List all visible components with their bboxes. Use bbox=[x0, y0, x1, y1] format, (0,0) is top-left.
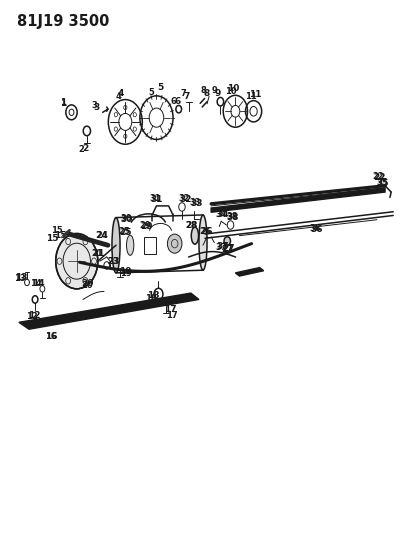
Text: 25: 25 bbox=[118, 227, 130, 236]
Text: 1: 1 bbox=[60, 99, 66, 108]
Text: 17: 17 bbox=[164, 304, 177, 313]
Text: 15: 15 bbox=[54, 231, 67, 240]
Text: 8: 8 bbox=[200, 85, 205, 94]
Text: 18: 18 bbox=[146, 291, 159, 300]
Text: 16: 16 bbox=[45, 332, 57, 341]
Text: 12: 12 bbox=[28, 311, 40, 320]
Text: 38: 38 bbox=[226, 212, 237, 221]
Text: 20: 20 bbox=[82, 281, 93, 290]
Text: 19: 19 bbox=[119, 268, 131, 276]
Text: 37: 37 bbox=[215, 243, 227, 252]
Text: 33: 33 bbox=[190, 199, 202, 208]
Circle shape bbox=[55, 233, 98, 289]
Bar bbox=[144, 237, 156, 254]
Text: 29: 29 bbox=[140, 222, 152, 231]
Circle shape bbox=[167, 234, 181, 253]
Text: 81J19 3500: 81J19 3500 bbox=[17, 14, 109, 29]
Text: 35: 35 bbox=[376, 179, 388, 188]
Text: 5: 5 bbox=[157, 83, 163, 92]
Text: 15: 15 bbox=[51, 226, 63, 235]
Text: 35: 35 bbox=[375, 178, 387, 187]
Text: 4: 4 bbox=[115, 92, 121, 101]
Text: 23: 23 bbox=[107, 257, 119, 265]
Text: 15: 15 bbox=[46, 235, 59, 244]
Text: 17: 17 bbox=[165, 311, 177, 320]
Text: 29: 29 bbox=[139, 221, 151, 230]
Text: 24: 24 bbox=[95, 231, 108, 240]
Text: 5: 5 bbox=[148, 87, 154, 96]
Text: 30: 30 bbox=[120, 215, 133, 224]
Text: 27: 27 bbox=[221, 245, 232, 254]
Text: 36: 36 bbox=[309, 224, 320, 233]
Text: 6: 6 bbox=[171, 97, 176, 106]
Text: 9: 9 bbox=[211, 85, 217, 94]
Text: 13: 13 bbox=[15, 273, 28, 281]
Text: 26: 26 bbox=[199, 228, 211, 237]
Text: 14: 14 bbox=[32, 279, 45, 288]
Text: 4: 4 bbox=[117, 88, 124, 98]
Text: 2: 2 bbox=[82, 144, 89, 153]
Text: 10: 10 bbox=[226, 84, 239, 93]
Text: 3: 3 bbox=[92, 101, 97, 110]
Text: 7: 7 bbox=[183, 92, 190, 101]
Ellipse shape bbox=[112, 217, 120, 273]
Text: 34: 34 bbox=[215, 210, 228, 219]
Text: 1: 1 bbox=[60, 98, 66, 107]
Text: 34: 34 bbox=[215, 210, 227, 219]
Text: 31: 31 bbox=[149, 194, 161, 203]
Text: 32: 32 bbox=[178, 194, 190, 203]
Text: 27: 27 bbox=[221, 245, 234, 254]
Text: 37: 37 bbox=[215, 242, 228, 251]
Text: 28: 28 bbox=[185, 221, 196, 230]
Text: 2: 2 bbox=[79, 145, 84, 154]
Text: 14: 14 bbox=[30, 279, 42, 288]
Text: 11: 11 bbox=[244, 92, 256, 101]
Text: 25: 25 bbox=[119, 228, 131, 237]
Text: 28: 28 bbox=[185, 221, 197, 230]
Text: 8: 8 bbox=[202, 89, 209, 98]
Text: 16: 16 bbox=[45, 332, 58, 341]
Text: 26: 26 bbox=[200, 228, 212, 237]
Text: 33: 33 bbox=[190, 198, 201, 207]
Polygon shape bbox=[211, 188, 384, 212]
Text: 20: 20 bbox=[81, 279, 94, 288]
Text: 13: 13 bbox=[14, 273, 26, 282]
Ellipse shape bbox=[191, 227, 198, 244]
Text: 22: 22 bbox=[372, 172, 384, 181]
Text: 32: 32 bbox=[179, 195, 192, 204]
Text: 11: 11 bbox=[249, 90, 261, 99]
Text: 3: 3 bbox=[94, 102, 100, 111]
Polygon shape bbox=[235, 268, 263, 276]
Text: 23: 23 bbox=[107, 257, 119, 265]
Text: 30: 30 bbox=[120, 214, 132, 223]
Text: 22: 22 bbox=[372, 173, 384, 182]
Text: 31: 31 bbox=[150, 195, 162, 204]
Text: 38: 38 bbox=[225, 213, 238, 222]
Text: 24: 24 bbox=[96, 231, 108, 240]
Text: 10: 10 bbox=[224, 86, 236, 95]
Text: 36: 36 bbox=[309, 225, 322, 234]
Text: 19: 19 bbox=[120, 270, 132, 278]
Text: 21: 21 bbox=[91, 249, 102, 259]
Text: 21: 21 bbox=[92, 249, 104, 259]
Ellipse shape bbox=[126, 235, 134, 255]
Text: 6: 6 bbox=[174, 97, 180, 106]
Text: 9: 9 bbox=[214, 88, 221, 98]
Text: 7: 7 bbox=[180, 88, 186, 98]
Ellipse shape bbox=[198, 215, 207, 270]
Text: 12: 12 bbox=[26, 312, 38, 321]
Text: 18: 18 bbox=[144, 294, 156, 303]
Circle shape bbox=[224, 237, 230, 245]
Polygon shape bbox=[19, 293, 198, 329]
